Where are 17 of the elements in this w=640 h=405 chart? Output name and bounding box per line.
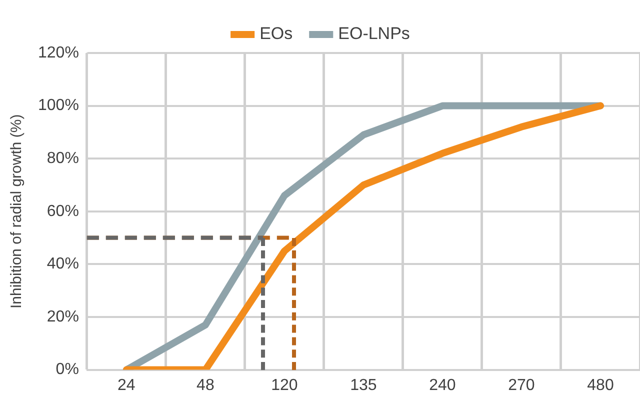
y-tick-label: 20% bbox=[46, 308, 79, 326]
x-tick-label: 240 bbox=[429, 376, 456, 394]
y-axis-title: Inhibition of radial growth (%) bbox=[8, 114, 26, 309]
y-tick-label: 40% bbox=[46, 256, 79, 273]
y-tick-label: 80% bbox=[46, 150, 79, 168]
y-tick-label: 120% bbox=[38, 44, 79, 62]
x-tick-label: 270 bbox=[508, 376, 535, 394]
y-tick-label: 0% bbox=[56, 361, 79, 378]
x-tick-label: 135 bbox=[350, 376, 377, 394]
x-tick-label: 480 bbox=[587, 376, 614, 394]
x-tick-label: 24 bbox=[118, 376, 136, 394]
legend-label: EO-LNPs bbox=[338, 24, 410, 44]
x-tick-label: 120 bbox=[271, 376, 298, 394]
x-tick-label: 48 bbox=[196, 376, 214, 394]
y-tick-label: 100% bbox=[38, 97, 79, 114]
y-tick-label: 60% bbox=[46, 202, 79, 220]
legend-label: EOs bbox=[260, 24, 293, 44]
